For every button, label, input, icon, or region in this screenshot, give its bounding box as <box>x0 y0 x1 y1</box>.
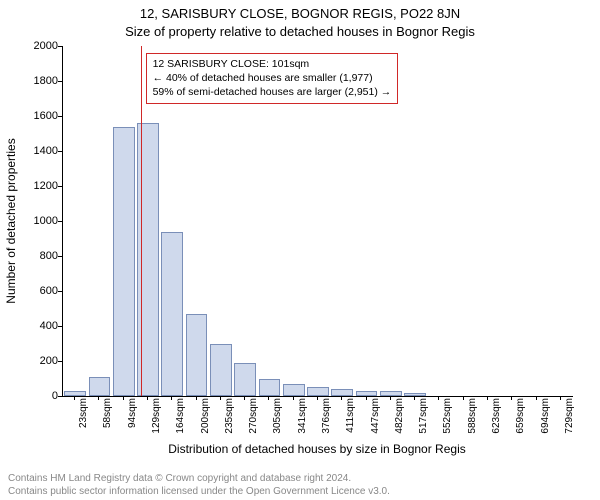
chart-container: { "title_main": "12, SARISBURY CLOSE, BO… <box>0 0 600 500</box>
xtick-mark <box>244 396 245 400</box>
histogram-bar <box>113 127 135 397</box>
xtick-label: 659sqm <box>515 398 526 434</box>
histogram-bar <box>186 314 208 396</box>
xtick-label: 482sqm <box>394 398 405 434</box>
ytick-label: 0 <box>8 390 58 402</box>
xtick-label: 23sqm <box>78 398 89 428</box>
ytick-label: 1400 <box>8 145 58 157</box>
ytick-label: 800 <box>8 250 58 262</box>
histogram-bar <box>234 363 256 396</box>
ytick-mark <box>58 396 62 397</box>
xtick-mark <box>123 396 124 400</box>
histogram-bar <box>283 384 305 396</box>
ytick-label: 1800 <box>8 75 58 87</box>
xtick-mark <box>268 396 269 400</box>
xtick-label: 411sqm <box>345 398 356 433</box>
xtick-mark <box>147 396 148 400</box>
xtick-label: 129sqm <box>151 398 162 434</box>
annotation-line: 59% of semi-detached houses are larger (… <box>153 85 392 99</box>
annotation-line: 12 SARISBURY CLOSE: 101sqm <box>153 57 392 71</box>
xtick-mark <box>536 396 537 400</box>
ytick-mark <box>58 116 62 117</box>
histogram-bar <box>356 391 378 396</box>
xtick-mark <box>390 396 391 400</box>
xtick-label: 94sqm <box>127 398 138 428</box>
ytick-label: 1600 <box>8 110 58 122</box>
annotation-line: ← 40% of detached houses are smaller (1,… <box>153 71 392 85</box>
xtick-label: 517sqm <box>418 398 429 434</box>
histogram-bar <box>210 344 232 397</box>
ytick-label: 400 <box>8 320 58 332</box>
ytick-mark <box>58 256 62 257</box>
ytick-label: 2000 <box>8 40 58 52</box>
histogram-bar <box>380 391 402 396</box>
histogram-bar <box>259 379 281 397</box>
xtick-label: 200sqm <box>200 398 211 434</box>
xtick-mark <box>196 396 197 400</box>
xtick-mark <box>560 396 561 400</box>
xtick-mark <box>463 396 464 400</box>
histogram-bar <box>331 389 353 396</box>
xtick-mark <box>74 396 75 400</box>
xtick-mark <box>366 396 367 400</box>
xtick-mark <box>220 396 221 400</box>
ytick-mark <box>58 151 62 152</box>
ytick-label: 600 <box>8 285 58 297</box>
xtick-label: 376sqm <box>321 398 332 434</box>
chart-title-sub: Size of property relative to detached ho… <box>0 24 600 39</box>
ytick-label: 1200 <box>8 180 58 192</box>
xtick-label: 164sqm <box>175 398 186 434</box>
histogram-bar <box>89 377 111 396</box>
xtick-mark <box>438 396 439 400</box>
chart-footer: Contains HM Land Registry data © Crown c… <box>0 473 600 498</box>
ytick-mark <box>58 46 62 47</box>
xtick-label: 694sqm <box>540 398 551 434</box>
ytick-mark <box>58 326 62 327</box>
xtick-label: 341sqm <box>297 398 308 434</box>
footer-line: Contains HM Land Registry data © Crown c… <box>8 473 600 486</box>
xtick-mark <box>341 396 342 400</box>
footer-line: Contains public sector information licen… <box>8 486 600 499</box>
xtick-label: 270sqm <box>248 398 259 434</box>
histogram-bar <box>307 387 329 396</box>
xtick-label: 235sqm <box>224 398 235 434</box>
ytick-label: 200 <box>8 355 58 367</box>
xtick-mark <box>511 396 512 400</box>
xtick-mark <box>317 396 318 400</box>
xtick-label: 729sqm <box>564 398 575 434</box>
xtick-mark <box>487 396 488 400</box>
xtick-label: 588sqm <box>467 398 478 434</box>
xtick-mark <box>293 396 294 400</box>
annotation-box: 12 SARISBURY CLOSE: 101sqm← 40% of detac… <box>146 53 399 104</box>
property-marker-line <box>141 46 142 396</box>
ytick-mark <box>58 361 62 362</box>
ytick-mark <box>58 81 62 82</box>
xtick-mark <box>98 396 99 400</box>
xtick-mark <box>171 396 172 400</box>
ytick-mark <box>58 221 62 222</box>
xtick-mark <box>414 396 415 400</box>
xtick-label: 58sqm <box>102 398 113 428</box>
ytick-label: 1000 <box>8 215 58 227</box>
histogram-bar <box>161 232 183 397</box>
xtick-label: 623sqm <box>491 398 502 434</box>
ytick-mark <box>58 186 62 187</box>
ytick-mark <box>58 291 62 292</box>
chart-title-main: 12, SARISBURY CLOSE, BOGNOR REGIS, PO22 … <box>0 6 600 21</box>
xtick-label: 447sqm <box>370 398 381 434</box>
plot-area: 12 SARISBURY CLOSE: 101sqm← 40% of detac… <box>62 46 573 397</box>
xtick-label: 552sqm <box>442 398 453 434</box>
xtick-label: 305sqm <box>272 398 283 434</box>
x-axis-label: Distribution of detached houses by size … <box>62 442 572 456</box>
